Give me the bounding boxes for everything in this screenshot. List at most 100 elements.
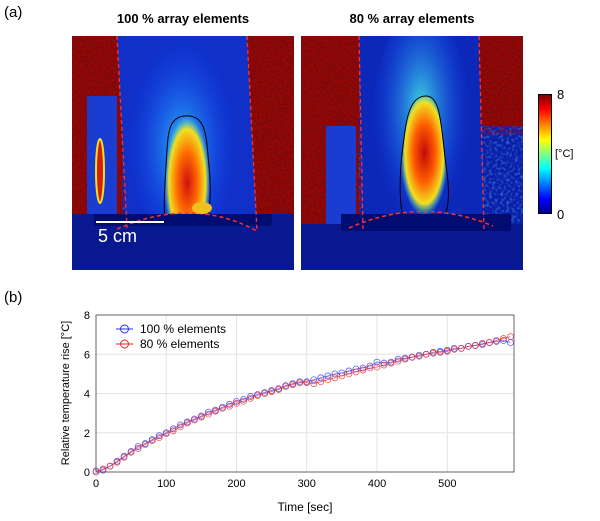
legend-label-80: 80 % elements — [140, 337, 219, 351]
x-tick-label: 500 — [438, 478, 456, 490]
data-point — [190, 416, 198, 424]
data-point — [436, 348, 444, 356]
data-point — [380, 361, 388, 369]
data-point — [99, 465, 107, 473]
data-point — [197, 413, 205, 421]
data-point — [106, 462, 114, 470]
data-point — [317, 378, 325, 386]
data-point — [310, 380, 318, 388]
temperature-map-80 — [301, 36, 523, 270]
data-point — [247, 395, 254, 402]
data-point — [338, 372, 346, 380]
data-point — [219, 404, 226, 412]
data-point — [148, 437, 156, 445]
data-point — [366, 364, 374, 372]
temperature-map-100: 5 cm — [72, 36, 294, 270]
data-point — [457, 344, 465, 352]
data-point — [464, 342, 472, 350]
data-point — [176, 423, 184, 431]
data-point — [233, 397, 240, 405]
data-point — [324, 372, 332, 380]
data-point — [401, 355, 409, 363]
colorbar-unit: [°C] — [555, 148, 574, 160]
data-point — [240, 397, 247, 405]
data-point — [303, 379, 311, 387]
data-point — [471, 342, 479, 349]
data-point — [254, 392, 261, 399]
colorbar — [538, 94, 552, 214]
series-100-percent — [92, 337, 514, 475]
y-tick-label: 4 — [84, 389, 90, 401]
data-point — [310, 376, 318, 384]
panel-label-a: (a) — [4, 4, 23, 21]
data-point — [387, 359, 395, 367]
data-point — [352, 368, 360, 376]
data-point — [296, 379, 304, 387]
data-point — [205, 408, 212, 416]
data-point — [141, 441, 149, 448]
data-point — [359, 366, 367, 374]
data-point — [415, 352, 423, 360]
x-tick-label: 200 — [227, 478, 245, 490]
data-point — [240, 395, 247, 403]
data-point — [493, 337, 500, 344]
x-axis-label: Time [sec] — [278, 500, 333, 514]
data-point — [212, 407, 219, 415]
data-point — [394, 357, 402, 365]
data-point — [450, 345, 458, 353]
data-point — [205, 410, 212, 418]
data-point — [478, 340, 486, 347]
data-point — [289, 381, 297, 389]
data-point — [275, 386, 283, 393]
image-title-80: 80 % array elements — [349, 11, 475, 26]
data-point — [331, 370, 339, 378]
series-line — [95, 336, 511, 473]
y-tick-label: 6 — [84, 349, 90, 361]
data-point — [233, 399, 240, 407]
data-point — [324, 376, 332, 384]
data-point — [380, 359, 388, 367]
colorbar-min: 0 — [557, 207, 565, 222]
data-point — [359, 364, 367, 372]
data-point — [422, 350, 430, 358]
legend-marker-80 — [120, 339, 129, 349]
data-point — [169, 427, 177, 435]
x-tick-label: 0 — [93, 478, 99, 490]
data-point — [394, 355, 402, 363]
legend: 100 % elements 80 % elements — [116, 322, 226, 351]
data-point — [507, 339, 514, 346]
data-point — [366, 362, 374, 370]
y-tick-label: 0 — [84, 467, 90, 479]
data-point — [162, 430, 170, 438]
data-point — [345, 370, 353, 378]
legend-marker-100 — [120, 324, 129, 334]
data-point — [226, 402, 233, 410]
temperature-chart: 0 100 200 300 400 500 0 2 4 6 8 Time [sec] Relativ… — [60, 310, 515, 514]
x-tick-label: 100 — [157, 478, 175, 490]
panel-label-b: (b) — [4, 289, 23, 306]
legend-label-100: 100 % elements — [140, 322, 226, 336]
x-tick-label: 300 — [298, 478, 316, 490]
plot-area — [95, 314, 515, 473]
y-tick-label: 8 — [84, 310, 90, 322]
data-point — [134, 445, 142, 452]
data-point — [282, 383, 290, 391]
colorbar-max: 8 — [557, 87, 565, 102]
data-point — [408, 353, 416, 361]
data-point — [183, 419, 191, 427]
data-point — [261, 390, 269, 397]
data-point — [429, 349, 437, 357]
data-point — [226, 400, 233, 408]
data-point — [373, 363, 381, 371]
data-point — [443, 347, 451, 355]
data-point — [373, 358, 381, 366]
data-point — [500, 337, 507, 344]
series-line — [95, 340, 511, 472]
data-point — [120, 453, 128, 461]
data-point — [155, 434, 163, 442]
data-point — [500, 335, 507, 342]
x-tick-label: 400 — [368, 478, 386, 490]
data-point — [331, 374, 339, 382]
data-point — [486, 339, 493, 346]
y-axis-label: Relative temperature rise [°C] — [60, 321, 72, 465]
